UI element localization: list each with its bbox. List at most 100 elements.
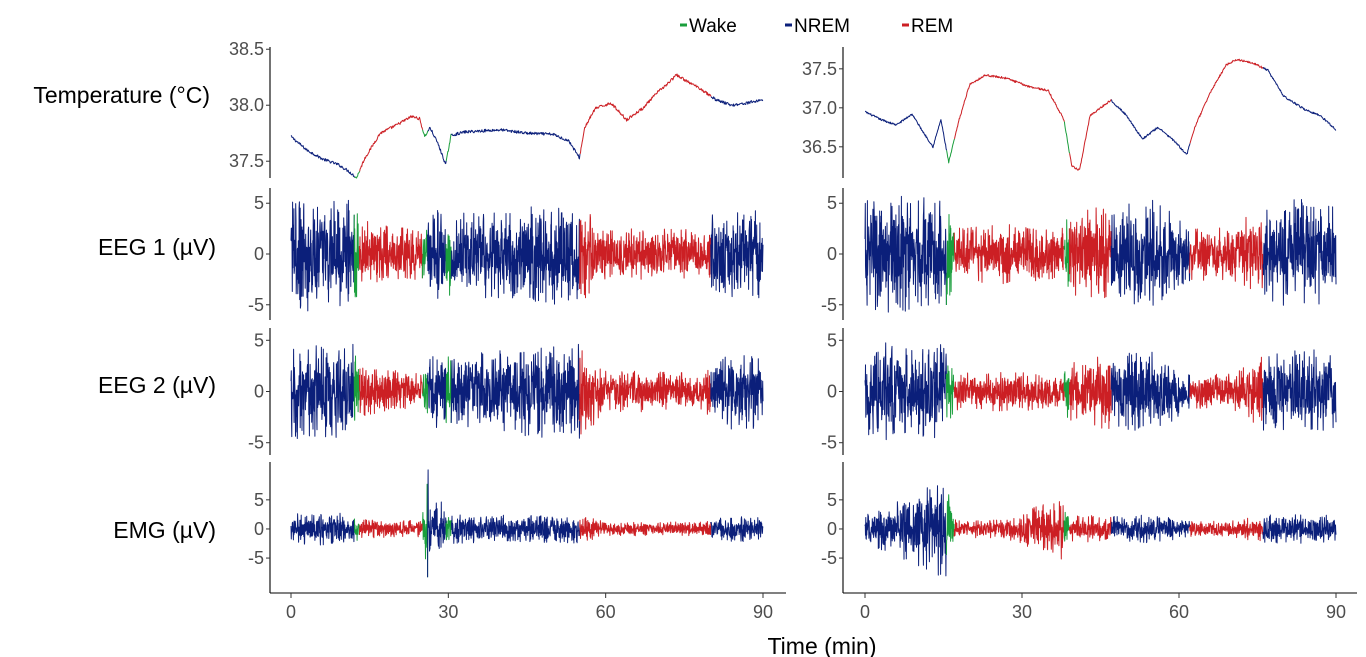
trace-wake — [353, 213, 360, 298]
trace-wake — [354, 171, 361, 179]
trace-rem — [1189, 216, 1264, 290]
trace-wake — [421, 373, 429, 414]
row-label-emg: EMG (µV) — [113, 517, 216, 543]
trace-nrem — [1110, 351, 1191, 431]
row-label-temperature: Temperature (°C) — [33, 82, 210, 108]
x-tick-label: 60 — [1169, 602, 1189, 622]
x-tick-label: 30 — [1012, 602, 1032, 622]
trace-wake — [945, 214, 955, 306]
trace-wake — [1063, 371, 1070, 418]
trace-rem — [579, 350, 712, 435]
y-tick-label: 0 — [254, 519, 264, 539]
y-tick-label: -5 — [821, 548, 837, 568]
trace-nrem — [450, 206, 581, 305]
y-tick-label: 5 — [254, 193, 264, 213]
trace-wake — [445, 234, 452, 296]
trace-nrem — [1111, 514, 1191, 544]
trace-nrem — [1262, 67, 1337, 131]
trace-nrem — [710, 96, 764, 107]
trace-rem — [1069, 99, 1112, 171]
trace-nrem — [427, 126, 447, 165]
trace-rem — [953, 224, 1065, 285]
y-tick-label: -5 — [821, 433, 837, 453]
trace-nrem — [864, 195, 947, 313]
trace-rem — [953, 372, 1065, 412]
trace-nrem — [427, 356, 447, 428]
y-tick-label: 0 — [827, 382, 837, 402]
x-tick-label: 0 — [286, 602, 296, 622]
trace-wake — [445, 133, 452, 162]
trace-nrem — [290, 199, 355, 312]
y-tick-label: 37.0 — [802, 98, 837, 118]
y-tick-label: 5 — [827, 330, 837, 350]
trace-wake — [1063, 121, 1071, 154]
panel-right-row-0: 36.5 37.0 37.5 — [802, 47, 1337, 178]
trace-nrem — [1262, 514, 1337, 544]
y-tick-label: 0 — [254, 382, 264, 402]
trace-rem — [1189, 58, 1264, 144]
legend-label-wake: Wake — [689, 16, 737, 37]
trace-wake — [1063, 219, 1070, 287]
trace-rem — [579, 517, 712, 541]
trace-nrem — [864, 342, 947, 441]
legend-label-nrem: NREM — [794, 16, 850, 37]
y-tick-label: 5 — [254, 330, 264, 350]
trace-wake — [445, 356, 452, 424]
y-tick-label: 0 — [254, 244, 264, 264]
y-tick-label: 36.5 — [802, 137, 837, 157]
x-axis-left: 0 30 60 90 — [270, 592, 786, 622]
trace-rem — [1189, 356, 1264, 423]
trace-nrem — [1262, 199, 1337, 306]
y-tick-label: -5 — [248, 433, 264, 453]
x-axis-title: Time (min) — [767, 633, 876, 657]
panel-right-row-1: -5 0 5 — [821, 188, 1337, 320]
trace-wake — [1063, 511, 1070, 542]
trace-nrem — [864, 485, 947, 577]
panel-left-row-3: -5 0 5 — [248, 462, 764, 593]
panel-right-row-2: -5 0 5 — [821, 328, 1337, 455]
trace-nrem — [1110, 199, 1191, 306]
trace-wake — [946, 138, 955, 164]
trace-wake — [422, 129, 429, 137]
trace-nrem — [865, 110, 948, 151]
trace-rem — [1068, 356, 1112, 429]
trace-nrem — [427, 210, 447, 299]
trace-wake — [945, 494, 955, 555]
legend-label-rem: REM — [911, 16, 953, 37]
trace-rem — [953, 501, 1065, 560]
trace-nrem — [710, 210, 764, 299]
trace-rem — [1068, 515, 1112, 543]
panel-right-row-3: -5 0 5 — [821, 462, 1337, 593]
y-tick-label: 0 — [827, 244, 837, 264]
row-label-eeg2: EEG 2 (µV) — [98, 372, 216, 398]
y-tick-label: 38.5 — [229, 39, 264, 59]
row-label-eeg1: EEG 1 (µV) — [98, 234, 216, 260]
trace-rem — [359, 115, 424, 172]
trace-wake — [421, 229, 429, 279]
panel-left-row-0: 37.5 38.0 38.5 — [229, 39, 764, 179]
trace-rem — [358, 519, 423, 539]
trace-wake — [353, 355, 360, 421]
x-axis-right: 0 30 60 90 — [843, 592, 1357, 622]
x-tick-label: 90 — [753, 602, 773, 622]
trace-rem — [1189, 517, 1264, 542]
trace-rem — [579, 214, 712, 299]
trace-wake — [422, 483, 429, 578]
trace-nrem — [290, 135, 355, 178]
y-tick-label: -5 — [821, 295, 837, 315]
trace-rem — [358, 221, 423, 283]
y-tick-label: -5 — [248, 295, 264, 315]
trace-nrem — [427, 469, 447, 578]
y-tick-label: 38.0 — [229, 95, 264, 115]
trace-nrem — [1262, 349, 1337, 431]
y-tick-label: -5 — [248, 548, 264, 568]
trace-rem — [358, 367, 423, 416]
trace-nrem — [451, 514, 581, 544]
trace-nrem — [710, 516, 764, 542]
trace-nrem — [1111, 99, 1191, 155]
y-tick-label: 37.5 — [802, 59, 837, 79]
y-tick-label: 0 — [827, 519, 837, 539]
panel-left-row-2: -5 0 5 — [248, 328, 764, 455]
